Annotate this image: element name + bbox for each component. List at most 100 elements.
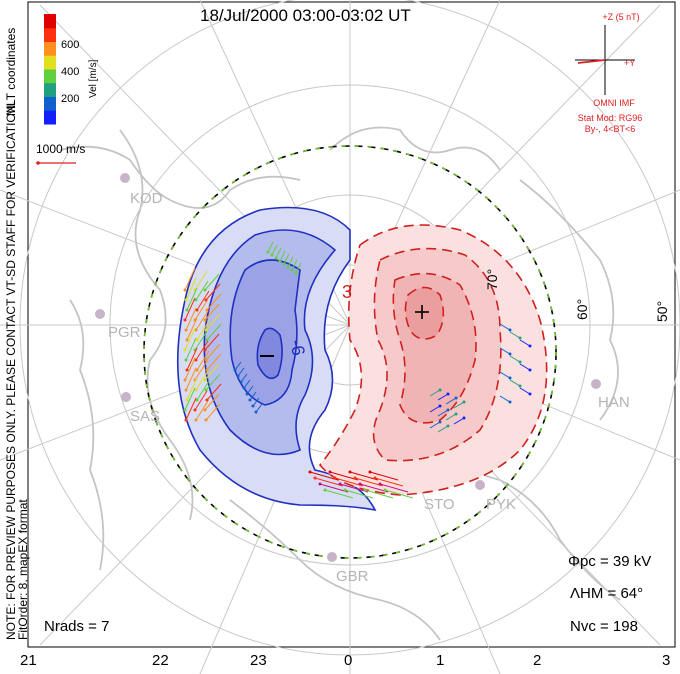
velocity-vector-origin — [254, 410, 258, 414]
velocity-vector — [369, 471, 399, 481]
velocity-vector — [499, 371, 511, 379]
velocity-vector-origin — [266, 250, 270, 254]
vector-scale-label: 1000 m/s — [36, 142, 86, 156]
velocity-vector — [184, 357, 196, 381]
velocity-vector-origin — [204, 418, 208, 422]
station-sas: SAS — [130, 408, 161, 425]
velocity-vector — [445, 397, 457, 405]
velocity-vector — [184, 297, 196, 321]
velocity-vector — [309, 471, 339, 481]
mlt-tick-22: 22 — [152, 652, 169, 669]
velocity-vector-origin — [462, 400, 466, 404]
velocity-vector-origin — [308, 470, 312, 474]
velocity-vector-origin — [203, 318, 207, 322]
velocity-vector — [283, 253, 290, 265]
contour-label-pos: 3 — [342, 282, 353, 302]
velocity-vector-origin — [508, 400, 512, 404]
stat-lambda-hm: ΛHM = 64° — [570, 585, 644, 602]
velocity-vector-origin — [245, 392, 249, 396]
imf-z-label: +Z (5 nT) — [602, 12, 640, 22]
velocity-vector — [185, 337, 197, 361]
velocity-vector-origin — [446, 408, 450, 412]
velocity-vector — [186, 347, 198, 371]
cbar-segment — [44, 41, 56, 56]
velocity-vector-origin — [183, 348, 187, 352]
velocity-vector — [349, 471, 379, 481]
velocity-vector-origin — [185, 338, 189, 342]
velocity-vector — [195, 310, 209, 331]
imf-source: OMNI IMF — [593, 98, 635, 108]
velocity-vector — [509, 331, 521, 339]
lat-label-50: 50° — [654, 300, 670, 322]
stat-phi-pc: Φpc = 39 kV — [568, 553, 652, 570]
velocity-vector — [194, 360, 208, 381]
velocity-vector-origin — [184, 418, 188, 422]
cbar-segment — [44, 96, 56, 111]
velocity-vector-origin — [185, 308, 189, 312]
station-pgr: PGR — [108, 324, 141, 341]
mlt-tick-3: 3 — [662, 652, 671, 669]
velocity-vector — [437, 409, 449, 417]
velocity-vector-origin — [194, 328, 198, 332]
velocity-vector-origin — [274, 256, 278, 260]
velocity-vector-origin — [518, 336, 522, 340]
velocity-vector — [196, 350, 210, 371]
stat-n-rads: Nrads = 7 — [44, 618, 110, 635]
velocity-vector-origin — [383, 488, 387, 492]
velocity-vector — [196, 320, 210, 341]
velocity-vector — [195, 280, 209, 301]
velocity-vector-origin — [294, 271, 298, 275]
velocity-vector-origin — [528, 392, 532, 396]
velocity-vector-origin — [183, 288, 187, 292]
map-title: 18/Jul/2000 03:00-03:02 UT — [200, 6, 411, 25]
velocity-vector-origin — [194, 298, 198, 302]
velocity-vector-origin — [203, 408, 207, 412]
velocity-vector — [271, 244, 278, 256]
velocity-vector — [359, 483, 389, 493]
velocity-vector — [519, 363, 531, 371]
velocity-vector — [194, 270, 208, 291]
velocity-vector-origin — [242, 386, 246, 390]
mlt-tick-23: 23 — [250, 652, 267, 669]
station-han: HAN — [598, 394, 630, 411]
velocity-vector-origin — [363, 488, 367, 492]
velocity-vector — [499, 395, 511, 403]
velocity-vector — [329, 471, 359, 481]
velocity-vectors — [183, 241, 532, 499]
velocity-vector-origin — [205, 368, 209, 372]
velocity-vector-origin — [508, 328, 512, 332]
velocity-vector-origin — [184, 298, 188, 302]
velocity-vector — [205, 343, 221, 361]
velocity-colorbar — [44, 14, 56, 125]
velocity-vector-origin — [184, 388, 188, 392]
stat-n-vc: Nvc = 198 — [570, 618, 638, 635]
velocity-vector — [194, 330, 208, 351]
imf-model: Stat Mod: RG96 — [577, 113, 643, 123]
velocity-vector-origin — [333, 476, 337, 480]
velocity-vector — [243, 379, 251, 389]
velocity-vector-origin — [353, 476, 357, 480]
velocity-vector-origin — [194, 358, 198, 362]
velocity-vector — [185, 307, 197, 331]
velocity-vector-origin — [236, 374, 240, 378]
station-kod: KOD — [130, 190, 163, 207]
velocity-vector — [374, 477, 404, 487]
velocity-vector — [234, 361, 242, 371]
velocity-vector-origin — [205, 338, 209, 342]
velocity-vector — [184, 327, 196, 351]
station-markers — [95, 173, 601, 562]
velocity-vector — [206, 383, 222, 401]
velocity-vector-origin — [239, 380, 243, 384]
velocity-vector — [204, 363, 220, 381]
velocity-vector-origin — [518, 384, 522, 388]
velocity-vector — [205, 313, 221, 331]
velocity-vector — [185, 397, 197, 421]
velocity-vector-origin — [184, 358, 188, 362]
cbar-segment — [44, 69, 56, 84]
velocity-vector — [249, 391, 257, 401]
velocity-vector — [185, 277, 197, 301]
velocity-vector — [237, 367, 245, 377]
velocity-vector-origin — [203, 378, 207, 382]
station-gbr: GBR — [336, 568, 369, 585]
